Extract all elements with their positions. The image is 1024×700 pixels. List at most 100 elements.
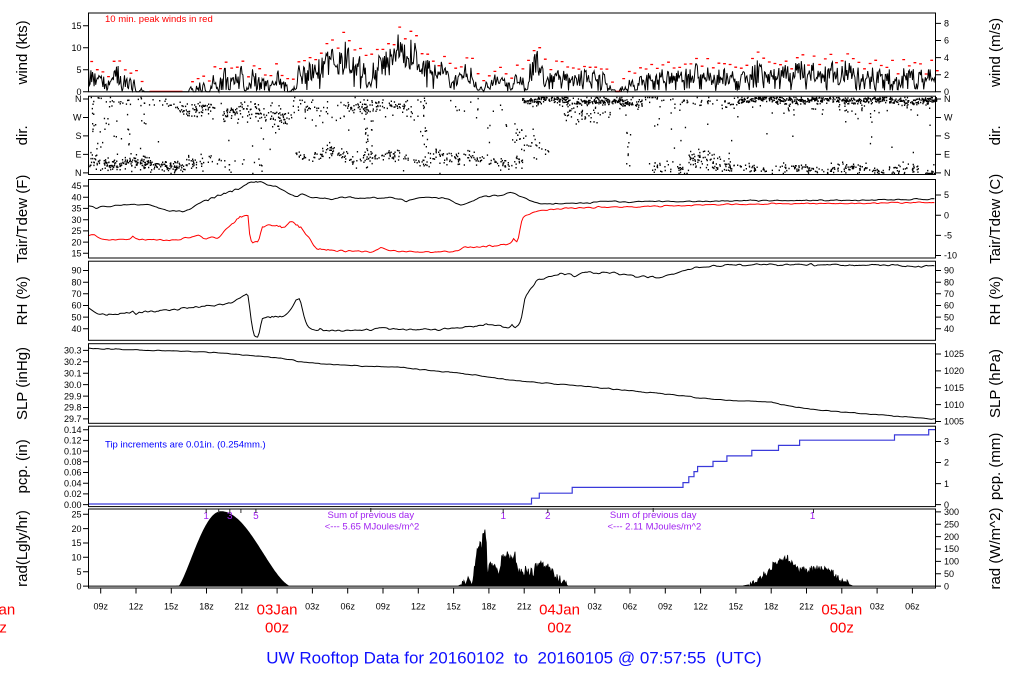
svg-text:21z: 21z (517, 602, 532, 612)
svg-text:1: 1 (501, 511, 507, 522)
svg-text:0.08: 0.08 (64, 457, 82, 467)
svg-text:60: 60 (71, 301, 81, 311)
svg-text:Tip increments are 0.01in. (0.: Tip increments are 0.01in. (0.254mm.) (105, 440, 266, 451)
svg-text:06z: 06z (340, 602, 355, 612)
svg-text:09z: 09z (93, 602, 108, 612)
svg-text:6: 6 (944, 36, 949, 46)
svg-text:0.00: 0.00 (64, 500, 82, 510)
svg-text:0.10: 0.10 (64, 446, 82, 456)
svg-text:20: 20 (71, 237, 81, 247)
svg-text:wind (m/s): wind (m/s) (987, 18, 1004, 88)
svg-text:E: E (75, 150, 81, 160)
svg-text:21z: 21z (799, 602, 814, 612)
svg-text:W: W (73, 113, 82, 123)
svg-text:5: 5 (76, 567, 81, 577)
svg-text:50: 50 (71, 312, 81, 322)
svg-text:20: 20 (71, 524, 81, 534)
svg-text:35: 35 (71, 204, 81, 214)
svg-text:1015: 1015 (944, 383, 964, 393)
svg-text:dir.: dir. (14, 125, 31, 145)
svg-text:18z: 18z (482, 602, 497, 612)
svg-text:N: N (944, 94, 951, 104)
svg-text:18z: 18z (199, 602, 214, 612)
svg-text:Sum of previous day: Sum of previous day (327, 510, 414, 521)
svg-text:15: 15 (71, 538, 81, 548)
svg-text:40: 40 (944, 324, 954, 334)
svg-text:8: 8 (944, 19, 949, 29)
svg-text:5: 5 (944, 190, 949, 200)
svg-text:30.2: 30.2 (64, 357, 82, 367)
svg-text:5: 5 (76, 65, 81, 75)
svg-text:0.02: 0.02 (64, 489, 82, 499)
svg-text:06z: 06z (623, 602, 638, 612)
svg-text:0.12: 0.12 (64, 436, 82, 446)
svg-text:-10: -10 (944, 251, 957, 261)
svg-text:1: 1 (810, 511, 816, 522)
svg-text:2: 2 (944, 458, 949, 468)
svg-text:03z: 03z (588, 602, 603, 612)
svg-text:2: 2 (944, 70, 949, 80)
svg-text:250: 250 (944, 519, 959, 529)
svg-text:0: 0 (944, 210, 949, 220)
svg-text:90: 90 (944, 266, 954, 276)
svg-text:30.1: 30.1 (64, 368, 82, 378)
svg-text:12z: 12z (693, 602, 708, 612)
svg-text:10: 10 (71, 43, 81, 53)
svg-text:09z: 09z (376, 602, 391, 612)
svg-text:10: 10 (71, 553, 81, 563)
svg-text:29.8: 29.8 (64, 403, 82, 413)
svg-text:05Jan: 05Jan (821, 602, 862, 619)
svg-text:rad(Lgly/hr): rad(Lgly/hr) (14, 510, 31, 587)
svg-text:21z: 21z (235, 602, 250, 612)
svg-text:15: 15 (71, 249, 81, 259)
svg-text:90: 90 (71, 266, 81, 276)
svg-text:0: 0 (944, 500, 949, 510)
svg-text:03z: 03z (305, 602, 320, 612)
svg-text:18z: 18z (764, 602, 779, 612)
svg-text:12z: 12z (129, 602, 144, 612)
svg-text:150: 150 (944, 544, 959, 554)
svg-text:1025: 1025 (944, 349, 964, 359)
svg-text:N: N (75, 168, 82, 178)
svg-text:300: 300 (944, 507, 959, 517)
svg-text:50: 50 (944, 569, 954, 579)
svg-text:0: 0 (76, 87, 81, 97)
svg-text:80: 80 (944, 277, 954, 287)
svg-text:3: 3 (944, 437, 949, 447)
svg-text:40: 40 (71, 324, 81, 334)
svg-text:00z: 00z (265, 620, 289, 637)
svg-text:29.9: 29.9 (64, 391, 82, 401)
svg-text:0: 0 (944, 581, 949, 591)
svg-text:Tair/Tdew (F): Tair/Tdew (F) (14, 175, 31, 263)
svg-text:wind (kts): wind (kts) (14, 20, 31, 85)
svg-text:5: 5 (253, 511, 259, 522)
svg-text:N: N (75, 94, 82, 104)
svg-text:dir.: dir. (987, 125, 1004, 145)
svg-text:02Jan: 02Jan (0, 602, 15, 619)
svg-text:50: 50 (944, 312, 954, 322)
svg-text:03z: 03z (870, 602, 885, 612)
svg-text:00z: 00z (830, 620, 854, 637)
svg-text:30.3: 30.3 (64, 346, 82, 356)
svg-text:pcp. (in): pcp. (in) (14, 439, 31, 493)
svg-text:30: 30 (71, 215, 81, 225)
svg-text:1005: 1005 (944, 417, 964, 427)
svg-text:W: W (944, 113, 953, 123)
svg-text:2: 2 (545, 511, 551, 522)
svg-text:-5: -5 (944, 231, 952, 241)
svg-text:70: 70 (944, 289, 954, 299)
svg-text:40: 40 (71, 192, 81, 202)
svg-text:1020: 1020 (944, 366, 964, 376)
svg-text:15: 15 (71, 21, 81, 31)
svg-text:E: E (944, 150, 950, 160)
svg-text:SLP (inHg): SLP (inHg) (14, 347, 31, 420)
svg-text:15z: 15z (164, 602, 179, 612)
svg-text:4: 4 (944, 53, 949, 63)
svg-text:0.06: 0.06 (64, 468, 82, 478)
svg-text:70: 70 (71, 289, 81, 299)
svg-text:pcp. (mm): pcp. (mm) (987, 433, 1004, 501)
svg-text:SLP (hPa): SLP (hPa) (987, 349, 1004, 418)
svg-text:80: 80 (71, 277, 81, 287)
svg-text:N: N (944, 168, 951, 178)
svg-text:30.0: 30.0 (64, 380, 82, 390)
